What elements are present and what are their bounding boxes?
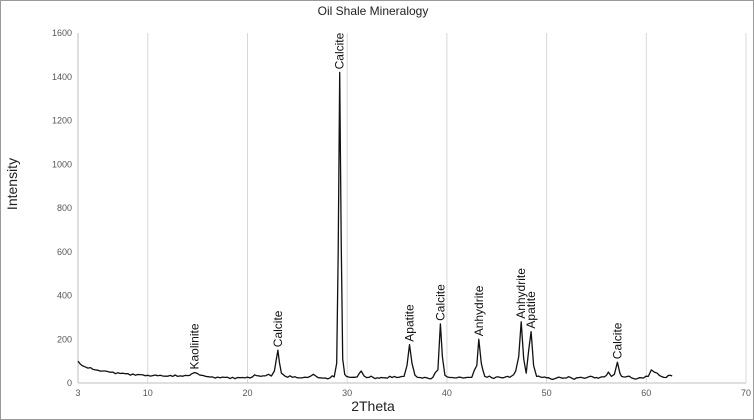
chart-title: Oil Shale Mineralogy [318, 4, 429, 18]
peak-label: Anhydrite [472, 285, 486, 336]
grid-layer [147, 33, 747, 383]
x-tick-label: 3 [75, 388, 80, 398]
y-tick-label: 1200 [52, 116, 72, 126]
peak-label: Calcite [333, 32, 347, 69]
peak-label: Kaolinite [188, 323, 202, 369]
y-tick-label: 200 [57, 334, 72, 344]
x-axis-title: 2Theta [351, 398, 395, 414]
y-tick-label: 800 [57, 203, 72, 213]
y-tick-label: 600 [57, 247, 72, 257]
x-tick-label: 40 [442, 388, 452, 398]
y-tick-label: 0 [67, 378, 72, 388]
annotation-layer: Kaolinite Calcite Calcite Apatite Calcite Anh… [188, 32, 625, 369]
series-line [77, 71, 673, 381]
peak-label: Calcite [271, 310, 285, 347]
peak-label: Calcite [610, 322, 624, 359]
peak-label: Anhydrite [514, 268, 528, 319]
y-tick-label: 1400 [52, 72, 72, 82]
x-tick-label: 60 [641, 388, 651, 398]
axis-layer: 3 10 20 30 40 50 60 70 0 200 400 600 800 1000 1200 1400… [52, 28, 751, 398]
peak-label: Apatite [403, 304, 417, 342]
y-tick-label: 1000 [52, 159, 72, 169]
x-tick-label: 20 [242, 388, 252, 398]
series-layer [77, 71, 673, 381]
x-tick-label: 50 [542, 388, 552, 398]
y-tick-label: 1600 [52, 28, 72, 38]
y-tick-label: 400 [57, 291, 72, 301]
peak-label: Apatite [524, 291, 538, 329]
x-tick-label: 70 [741, 388, 751, 398]
peak-label: Calcite [433, 284, 447, 321]
y-axis-title: Intensity [4, 158, 20, 210]
x-tick-label: 10 [143, 388, 153, 398]
x-tick-label: 30 [342, 388, 352, 398]
